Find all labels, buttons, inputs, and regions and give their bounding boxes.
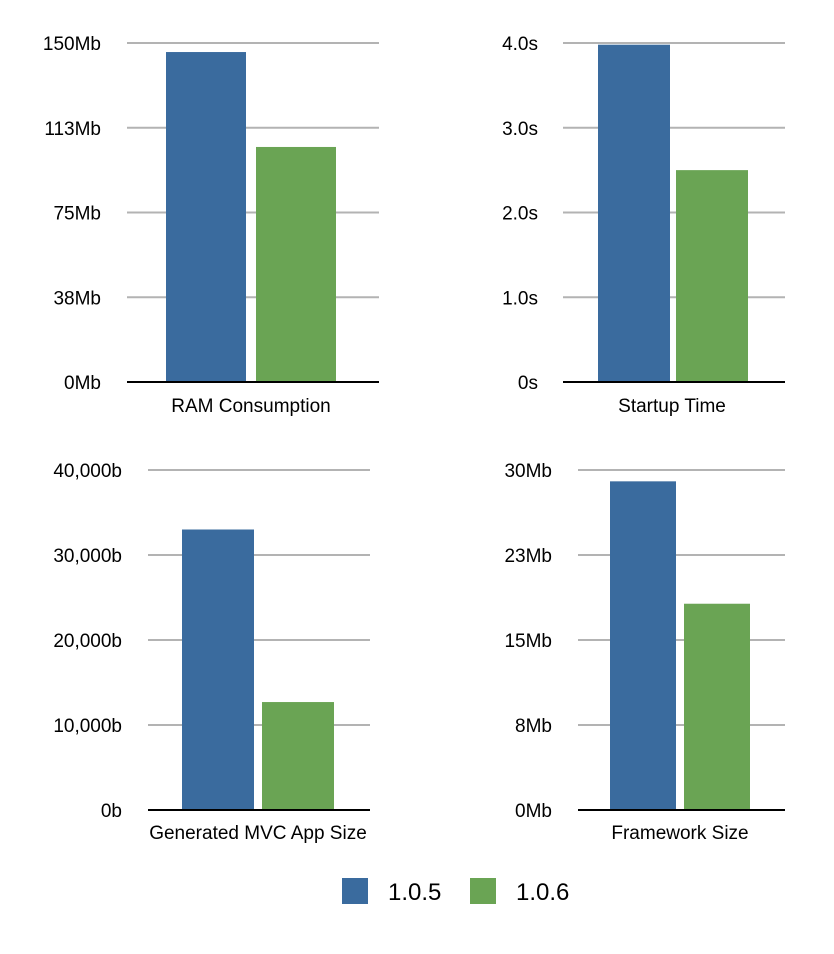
y-tick-label: 75Mb: [53, 204, 101, 225]
x-axis-label: Framework Size: [611, 823, 748, 844]
bar-1.0.6: [256, 146, 336, 382]
bar-1.0.5: [598, 44, 670, 382]
chart-panel-3: 0b 10,000b 20,000b 30,000b 40,000b Generated …: [53, 461, 370, 844]
chart-panel-1: 0Mb 38Mb 75Mb 113Mb 150Mb RAM Consumption: [43, 34, 379, 417]
y-tick-label: 20,000b: [53, 631, 122, 652]
legend-swatch-1.0.6: [470, 878, 496, 904]
y-tick-label: 150Mb: [43, 34, 101, 55]
y-tick-label: 30,000b: [53, 546, 122, 567]
bar-1.0.6: [676, 170, 748, 382]
y-tick-label: 23Mb: [504, 546, 552, 567]
y-tick-label: 0b: [101, 801, 122, 822]
y-tick-label: 8Mb: [515, 716, 552, 737]
y-tick-label: 38Mb: [53, 288, 101, 309]
x-axis-label: Startup Time: [618, 396, 726, 417]
y-tick-label: 40,000b: [53, 461, 122, 482]
legend-label: 1.0.5: [388, 879, 441, 906]
y-tick-label: 0Mb: [515, 801, 552, 822]
legend-swatch-1.0.5: [342, 878, 368, 904]
bar-1.0.6: [684, 603, 750, 810]
bar-1.0.5: [182, 529, 254, 810]
y-tick-label: 0Mb: [64, 373, 101, 394]
x-axis-label: Generated MVC App Size: [149, 823, 367, 844]
y-tick-label: 3.0s: [502, 119, 538, 140]
y-tick-label: 1.0s: [502, 288, 538, 309]
y-tick-label: 113Mb: [44, 119, 101, 140]
y-tick-label: 30Mb: [504, 461, 552, 482]
bar-1.0.6: [262, 702, 334, 810]
chart-panel-2: 0s 1.0s 2.0s 3.0s 4.0s Startup Time: [502, 34, 785, 417]
bar-1.0.5: [610, 481, 676, 810]
y-tick-label: 15Mb: [504, 631, 552, 652]
legend: 1.0.5 1.0.6: [342, 878, 569, 906]
x-axis-label: RAM Consumption: [171, 396, 330, 417]
y-tick-label: 4.0s: [502, 34, 538, 55]
chart-panel-4: 0Mb 8Mb 15Mb 23Mb 30Mb Framework Size: [504, 461, 785, 844]
bar-1.0.5: [166, 52, 246, 382]
y-tick-label: 10,000b: [53, 716, 122, 737]
legend-label: 1.0.6: [516, 879, 569, 906]
y-tick-label: 0s: [518, 373, 538, 394]
y-tick-label: 2.0s: [502, 204, 538, 225]
